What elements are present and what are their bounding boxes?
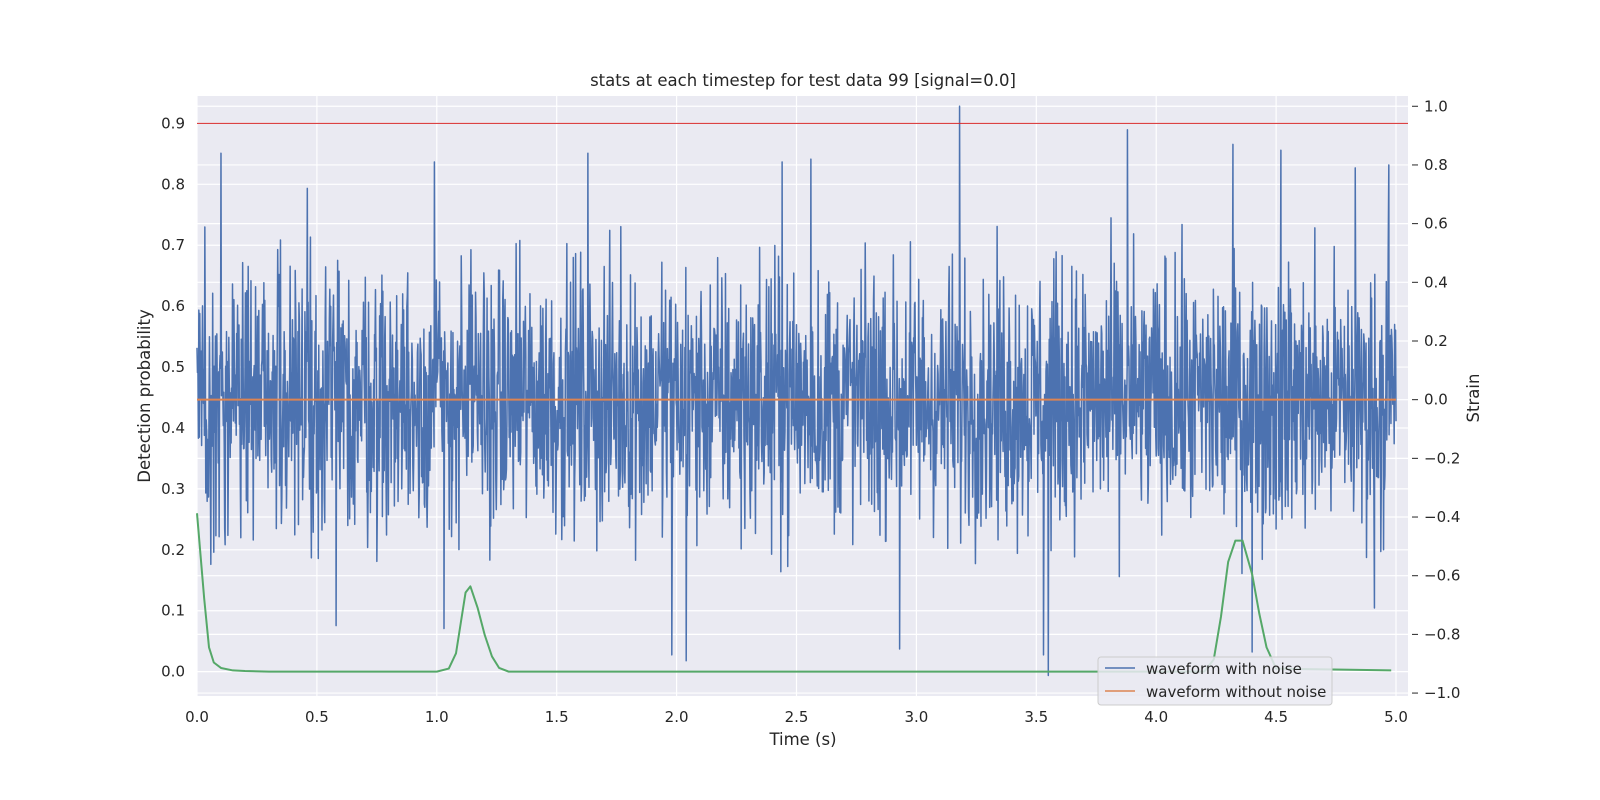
- x-tick-label: 1.5: [545, 708, 569, 726]
- y2-tick-label: 1.0: [1424, 97, 1448, 115]
- y2-ticks: −1.0 −0.8 −0.6 −0.4 −0.2 0.0 0.2 0.4 0.6 0.8 1.0: [1412, 97, 1460, 702]
- legend-label-waveform-without-noise: waveform without noise: [1146, 683, 1326, 701]
- legend-box: [1097, 656, 1333, 706]
- y2-tick-label: −0.8: [1424, 625, 1460, 643]
- y-ticks: 0.0 0.1 0.2 0.3 0.4 0.5 0.6 0.7 0.8 0.9: [161, 114, 185, 680]
- y-axis-label: Detection probability: [135, 309, 154, 483]
- x-tick-label: 0.5: [305, 708, 329, 726]
- chart-title: stats at each timestep for test data 99 …: [590, 71, 1016, 90]
- x-ticks: 0.0 0.5 1.0 1.5 2.0 2.5 3.0 3.5 4.0 4.5 5.0: [185, 708, 1408, 726]
- y2-tick-label: 0.2: [1424, 332, 1448, 350]
- x-tick-label: 2.5: [785, 708, 809, 726]
- series-waveform-with-noise: [196, 105, 1397, 677]
- series-layer: [196, 105, 1408, 677]
- series-detection-probability: [196, 513, 1392, 673]
- y2-tick-label: −0.6: [1424, 567, 1460, 585]
- y-tick-label: 0.4: [161, 419, 185, 437]
- y2-tick-label: 0.4: [1424, 273, 1448, 291]
- y2-tick-label: −0.2: [1424, 449, 1460, 467]
- x-axis-label: Time (s): [768, 730, 836, 749]
- y-tick-label: 0.7: [161, 236, 185, 254]
- y-tick-label: 0.1: [161, 602, 185, 620]
- x-tick-label: 3.0: [904, 708, 928, 726]
- y2-tick-label: −1.0: [1424, 684, 1460, 702]
- y-tick-label: 0.8: [161, 175, 185, 193]
- legend-label-waveform-with-noise: waveform with noise: [1146, 660, 1302, 678]
- x-tick-label: 4.0: [1144, 708, 1168, 726]
- x-tick-label: 2.0: [665, 708, 689, 726]
- y-tick-label: 0.6: [161, 297, 185, 315]
- y-tick-label: 0.0: [161, 663, 185, 681]
- x-tick-label: 0.0: [185, 708, 209, 726]
- y2-tick-label: 0.6: [1424, 215, 1448, 233]
- y2-tick-label: 0.0: [1424, 391, 1448, 409]
- y-tick-label: 0.9: [161, 114, 185, 132]
- x-tick-label: 5.0: [1384, 708, 1408, 726]
- y-tick-label: 0.2: [161, 541, 185, 559]
- y-tick-label: 0.5: [161, 358, 185, 376]
- x-tick-label: 4.5: [1264, 708, 1288, 726]
- legend: waveform with noise waveform without noi…: [1097, 656, 1333, 706]
- y2-tick-label: 0.8: [1424, 156, 1448, 174]
- x-tick-label: 1.0: [425, 708, 449, 726]
- y-tick-label: 0.3: [161, 480, 185, 498]
- x-tick-label: 3.5: [1024, 708, 1048, 726]
- y2-axis-label: Strain: [1464, 374, 1483, 423]
- y2-tick-label: −0.4: [1424, 508, 1460, 526]
